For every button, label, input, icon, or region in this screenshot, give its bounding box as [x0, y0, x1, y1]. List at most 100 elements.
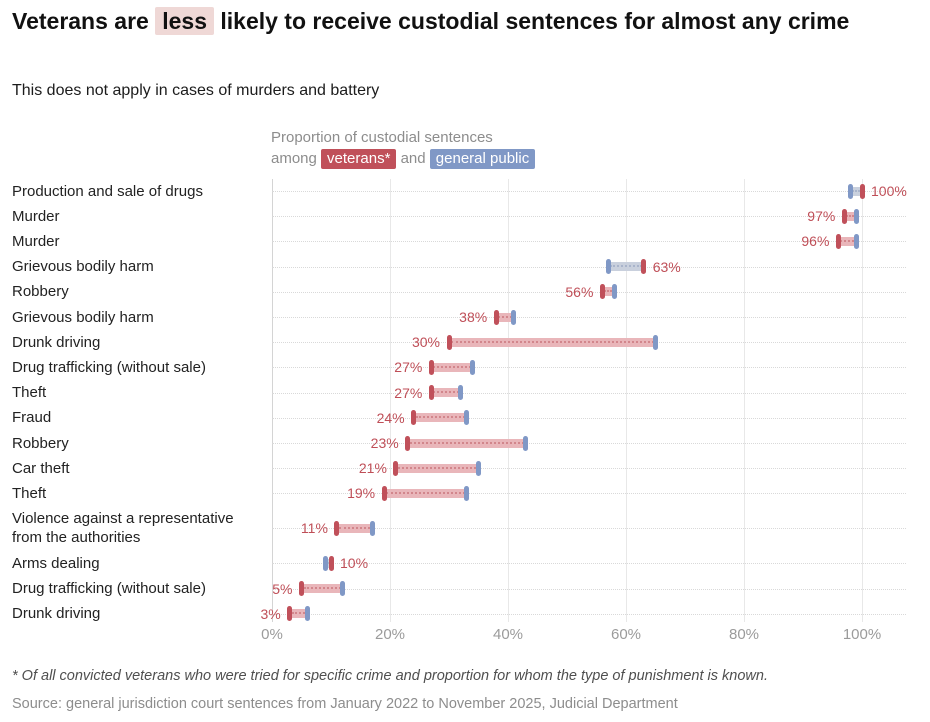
x-gridline — [626, 179, 627, 622]
legend-public-chip: general public — [429, 149, 536, 169]
public-cap — [847, 183, 853, 199]
title-after: likely to receive custodial sentences fo… — [220, 8, 850, 34]
veterans-cap — [287, 606, 293, 622]
range-bar — [496, 312, 514, 322]
range-bar-dots — [433, 365, 471, 368]
row-label: Robbery — [12, 283, 69, 301]
veterans-cap — [428, 359, 434, 375]
public-cap — [369, 520, 375, 536]
row-label: Murder — [12, 232, 60, 250]
range-bar — [336, 523, 373, 533]
range-bar — [838, 236, 857, 246]
range-bar-dots — [327, 561, 329, 564]
range-bar-dots — [386, 491, 465, 494]
row-guide-line — [272, 392, 906, 394]
row-label: Murder — [12, 207, 60, 225]
range-bar — [301, 584, 343, 594]
veterans-value-label: 3% — [260, 605, 281, 622]
public-cap — [511, 309, 517, 325]
veterans-cap — [641, 259, 647, 275]
row-label: Robbery — [12, 434, 69, 452]
range-bar-dots — [409, 441, 524, 444]
row-label: Theft — [12, 384, 47, 402]
legend-line2: among veterans* and general public — [271, 148, 536, 169]
range-bar-dots — [415, 416, 465, 419]
veterans-value-label: 10% — [340, 555, 369, 572]
row-label: Drunk driving — [12, 605, 101, 623]
veterans-cap — [428, 385, 434, 401]
x-tick-label: 0% — [261, 626, 283, 643]
row-label: Fraud — [12, 409, 52, 427]
row-guide-line — [272, 241, 906, 243]
range-bar-dots — [303, 587, 341, 590]
range-bar-dots — [852, 189, 860, 192]
range-bar-dots — [338, 526, 371, 529]
range-bar — [407, 438, 526, 448]
row-label: Arms dealing — [12, 554, 100, 572]
row-guide-line — [272, 588, 906, 590]
row-label: Grievous bodily harm — [12, 258, 154, 276]
range-bar — [602, 287, 615, 297]
public-cap — [464, 485, 470, 501]
row-guide-line — [272, 317, 906, 318]
veterans-value-label: 11% — [300, 520, 328, 537]
row-label: Drunk driving — [12, 333, 101, 351]
range-bar-dots — [610, 265, 642, 268]
row-label: Production and sale of drugs — [12, 182, 203, 200]
range-bar — [431, 388, 461, 398]
veterans-value-label: 96% — [801, 233, 830, 250]
veterans-cap — [405, 435, 411, 451]
row-guide-line — [272, 613, 906, 615]
veterans-cap — [835, 233, 841, 249]
x-tick-label: 40% — [492, 626, 524, 643]
chart-legend: Proportion of custodial sentences among … — [271, 127, 536, 169]
row-guide-line — [272, 367, 906, 369]
row-guide-line — [272, 191, 906, 192]
range-bar — [384, 488, 467, 498]
x-gridline — [272, 179, 273, 622]
row-label: Theft — [12, 484, 47, 502]
veterans-value-label: 19% — [347, 485, 376, 502]
range-bar-dots — [498, 315, 512, 318]
public-cap — [304, 606, 310, 622]
range-bar — [395, 463, 479, 473]
veterans-value-label: 5% — [272, 580, 293, 597]
public-cap — [653, 334, 658, 350]
x-gridline — [744, 179, 745, 622]
range-bar — [431, 362, 473, 372]
public-cap — [458, 385, 464, 401]
veterans-cap — [381, 485, 387, 501]
title-before: Veterans are — [12, 8, 149, 34]
row-guide-line — [272, 216, 906, 218]
x-gridline — [862, 179, 863, 622]
row-label: Drug trafficking (without sale) — [12, 580, 206, 598]
range-bar-dots — [840, 239, 855, 242]
veterans-value-label: 27% — [394, 359, 423, 376]
row-guide-line — [272, 266, 906, 268]
page-title: Veterans are less likely to receive cust… — [12, 6, 917, 37]
legend-conjunction: and — [400, 150, 426, 167]
source-line: Source: general jurisdiction court sente… — [12, 696, 678, 712]
row-label: Car theft — [12, 459, 70, 477]
row-label: Violence against a representative from t… — [12, 510, 234, 547]
row-guide-line — [272, 291, 906, 293]
veterans-cap — [859, 183, 865, 199]
row-guide-line — [272, 443, 906, 444]
veterans-value-label: 21% — [358, 460, 387, 477]
title-highlight: less — [155, 7, 214, 35]
row-guide-line — [272, 528, 906, 530]
subtitle: This does not apply in cases of murders … — [12, 82, 380, 99]
x-tick-label: 80% — [728, 626, 760, 643]
x-tick-label: 60% — [610, 626, 642, 643]
veterans-cap — [393, 460, 399, 476]
legend-veterans-chip: veterans* — [321, 149, 397, 169]
public-cap — [340, 581, 346, 597]
public-cap — [611, 284, 617, 300]
range-bar — [844, 211, 857, 221]
range-bar-dots — [451, 340, 654, 343]
x-tick-label: 20% — [374, 626, 406, 643]
veterans-cap — [446, 334, 452, 350]
x-gridline — [390, 179, 391, 622]
range-bar-dots — [846, 214, 855, 217]
